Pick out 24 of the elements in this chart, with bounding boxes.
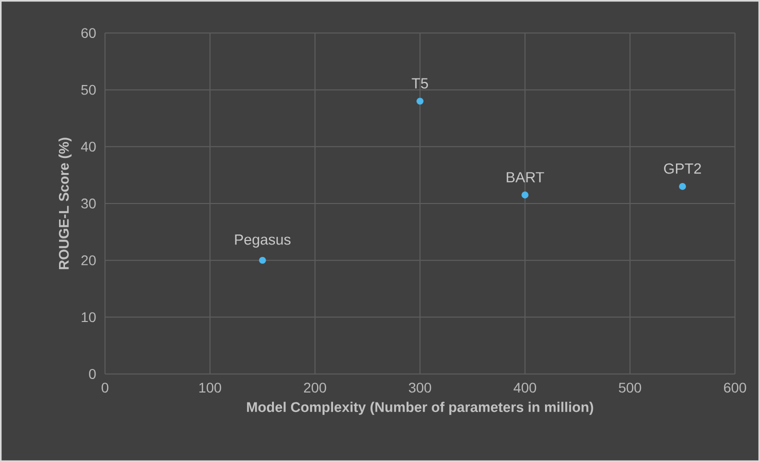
y-tick-label: 30	[81, 198, 96, 208]
annotation: BART	[506, 172, 544, 182]
x-tick-label: 100	[199, 382, 222, 393]
point	[679, 182, 686, 190]
x-tick-label: 200	[304, 382, 326, 393]
y-tick-label: 20	[81, 255, 96, 266]
x-tick-label: 0	[102, 382, 108, 393]
x-tick-label: 600	[724, 382, 746, 393]
y-tick-label: 0	[89, 369, 96, 379]
point	[522, 192, 528, 198]
point	[416, 98, 424, 105]
y-tick-label: 40	[81, 142, 96, 152]
annotation: T5	[412, 78, 428, 88]
y-tick-label: 50	[81, 84, 96, 95]
point	[259, 256, 266, 264]
x-tick-label: 500	[618, 382, 642, 393]
x-tick-label: 300	[408, 382, 432, 393]
y-axis-title: ROUGE-L Score (%)	[58, 138, 72, 270]
x-tick-label: 400	[514, 382, 536, 393]
annotation: GPT2	[664, 163, 701, 174]
y-tick-label: 10	[82, 312, 96, 322]
x-axis-title: Model Complexity (Number of parameters in million)	[247, 402, 594, 415]
annotation: Pegasus	[235, 234, 290, 248]
y-tick-label: 60	[81, 28, 96, 38]
